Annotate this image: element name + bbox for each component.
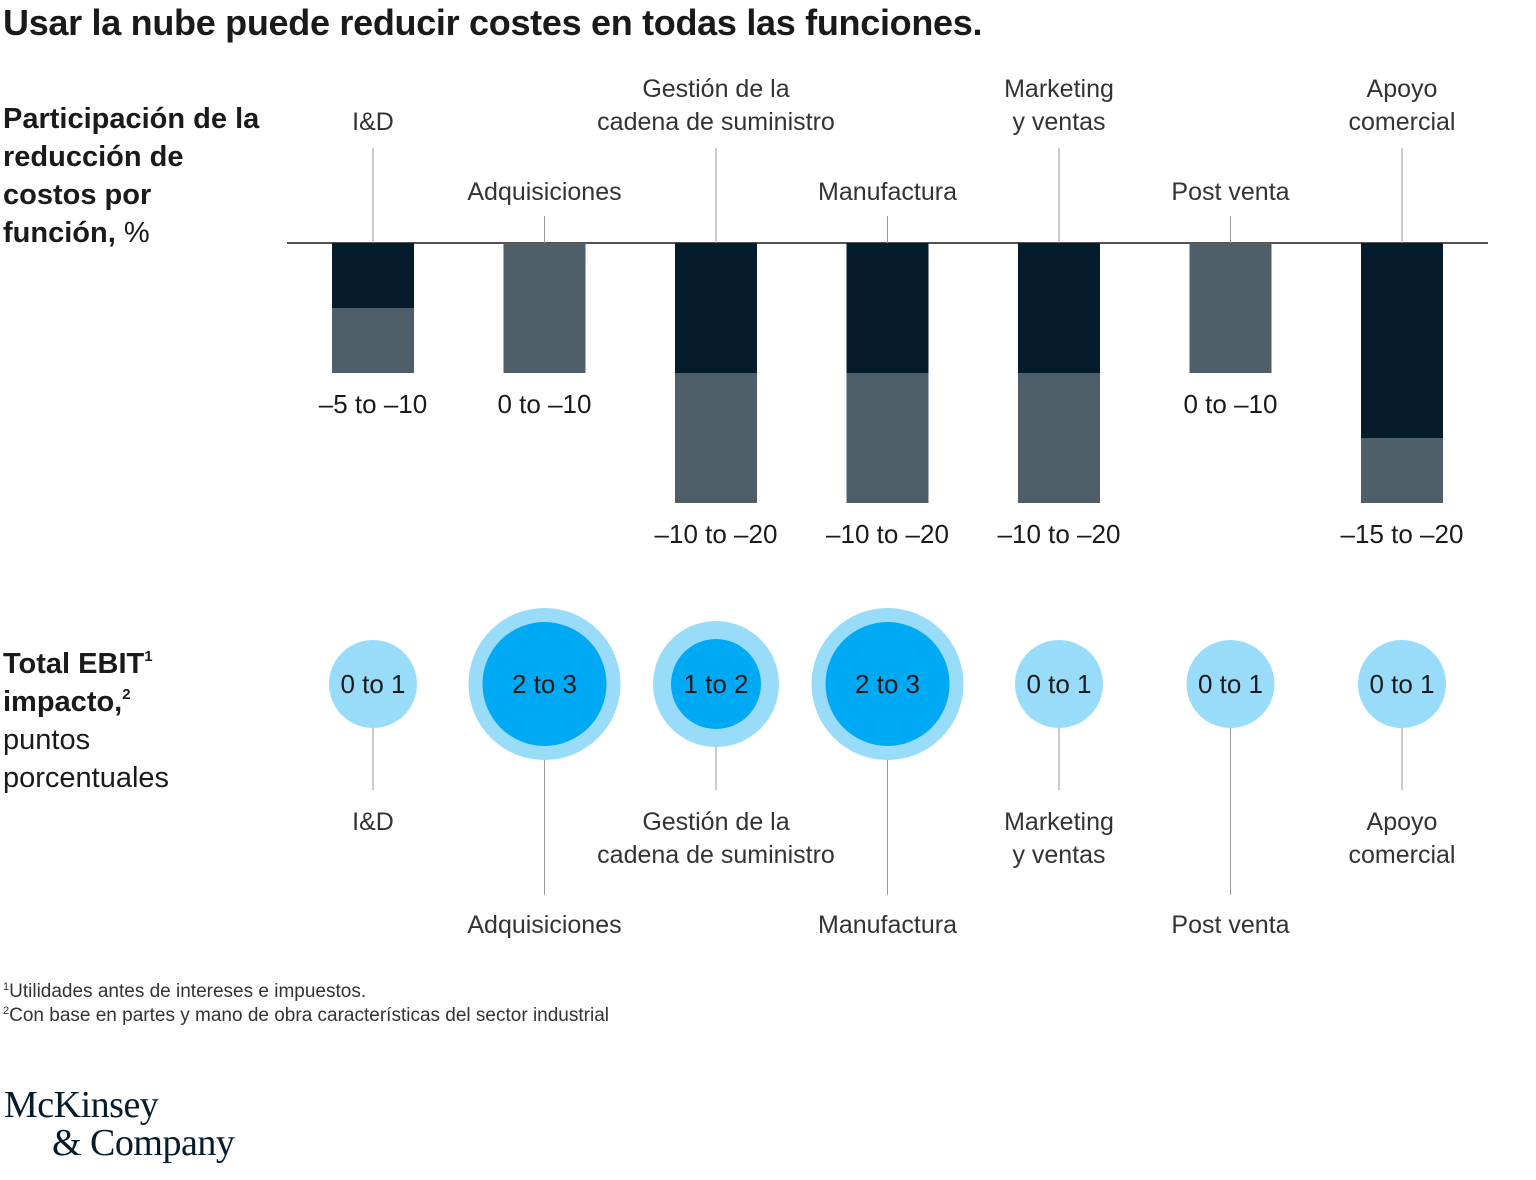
ebit-label-unit: puntos porcentuales	[3, 724, 170, 794]
bubble-range-label-4: 2 to 3	[855, 669, 920, 699]
cost-label-bold: Participación de la reducción de costos …	[3, 103, 260, 249]
bubble-range-label-2: 2 to 3	[512, 669, 577, 699]
bar-range-segment-3	[675, 373, 757, 503]
bar-min-segment-1	[332, 243, 414, 308]
bar-range-label-4: –10 to –20	[826, 519, 949, 549]
bubble-category-label-3-line-1: Gestión de la	[642, 808, 789, 836]
bar-category-label-5-line-2: y ventas	[1012, 108, 1105, 136]
bar-min-segment-4	[846, 243, 929, 373]
bar-category-label-7-line-1: Apoyo	[1367, 75, 1438, 103]
bar-category-label-1-line-1: I&D	[352, 108, 394, 136]
bar-range-segment-2	[503, 243, 586, 373]
bar-category-label-2-line-1: Adquisiciones	[467, 178, 621, 206]
bar-range-segment-5	[1018, 373, 1100, 503]
footnote-2-mark: 2	[3, 1005, 10, 1017]
footnote-1-text: Utilidades antes de intereses e impuesto…	[9, 981, 367, 1002]
bubble-category-label-1-line-1: I&D	[352, 808, 394, 836]
bar-range-label-5: –10 to –20	[998, 519, 1121, 549]
bubble-category-label-5-line-1: Marketing	[1004, 808, 1114, 836]
bar-range-segment-1	[332, 308, 414, 373]
logo-line-1: McKinsey	[4, 1084, 159, 1126]
bubble-high-6	[1186, 640, 1275, 728]
bar-range-label-6: 0 to –10	[1184, 389, 1278, 419]
bar-min-segment-3	[675, 243, 757, 373]
logo-line-2: & Company	[52, 1122, 235, 1164]
bar-range-segment-7	[1361, 438, 1443, 503]
bar-category-label-7-line-2: comercial	[1349, 108, 1456, 136]
footnote-1: 1Utilidades antes de intereses e impuest…	[3, 981, 366, 1003]
ebit-footnote-mark-1: 1	[144, 648, 153, 665]
ebit-label-bold-1: Total EBIT	[3, 648, 145, 680]
bubble-low-4	[825, 622, 950, 746]
mckinsey-logo: McKinsey & Company	[4, 1084, 235, 1164]
bubble-high-5	[1015, 640, 1103, 728]
footnote-2-text: Con base en partes y mano de obra caract…	[9, 1005, 609, 1026]
bubble-category-label-7-line-2: comercial	[1349, 841, 1456, 869]
ebit-label-bold-2: impacto,	[3, 686, 123, 718]
bar-range-label-2: 0 to –10	[498, 389, 592, 419]
bar-min-segment-7	[1361, 243, 1443, 438]
bubble-category-label-2-line-1: Adquisiciones	[467, 911, 621, 939]
cost-reduction-row-label: Participación de la reducción de costos …	[3, 100, 263, 252]
bar-range-label-3: –10 to –20	[655, 519, 778, 549]
bar-category-label-3-line-1: Gestión de la	[642, 75, 789, 103]
bar-range-segment-4	[846, 373, 929, 503]
bubble-range-label-5: 0 to 1	[1026, 669, 1091, 699]
cost-label-unit: %	[123, 217, 150, 249]
footnote-2: 2Con base en partes y mano de obra carac…	[3, 1005, 609, 1027]
bar-range-label-7: –15 to –20	[1341, 519, 1464, 549]
ebit-footnote-mark-2: 2	[122, 686, 131, 703]
bar-category-label-6-line-1: Post venta	[1171, 178, 1289, 206]
bubble-low-2	[482, 622, 607, 746]
bubble-range-label-7: 0 to 1	[1369, 669, 1434, 699]
chart-title: Usar la nube puede reducir costes en tod…	[3, 2, 983, 43]
ebit-impact-row-label: Total EBIT1 impacto,2 puntos porcentuales	[3, 645, 263, 797]
bubble-category-label-4-line-1: Manufactura	[818, 911, 957, 939]
bar-category-label-3-line-2: cadena de suministro	[597, 108, 835, 136]
chart-canvas: I&D –5 to –10 Adquisiciones 0 to –10 Gestión…	[287, 75, 1488, 939]
bubble-category-label-6-line-1: Post venta	[1171, 911, 1289, 939]
bubble-range-label-3: 1 to 2	[683, 669, 748, 699]
footnote-1-mark: 1	[3, 981, 10, 993]
bar-min-segment-5	[1018, 243, 1100, 373]
bubble-category-label-7-line-1: Apoyo	[1367, 808, 1438, 836]
bubble-high-7	[1358, 640, 1446, 728]
bubble-range-label-1: 0 to 1	[340, 669, 405, 699]
bubble-category-label-5-line-2: y ventas	[1012, 841, 1105, 869]
bubble-low-3	[671, 639, 761, 729]
bubble-category-label-3-line-2: cadena de suministro	[597, 841, 835, 869]
bubble-high-1	[329, 640, 417, 728]
bar-range-label-1: –5 to –10	[319, 389, 427, 419]
bar-range-segment-6	[1189, 243, 1272, 373]
bar-category-label-5-line-1: Marketing	[1004, 75, 1114, 103]
bar-category-label-4-line-1: Manufactura	[818, 178, 957, 206]
bubble-range-label-6: 0 to 1	[1198, 669, 1263, 699]
